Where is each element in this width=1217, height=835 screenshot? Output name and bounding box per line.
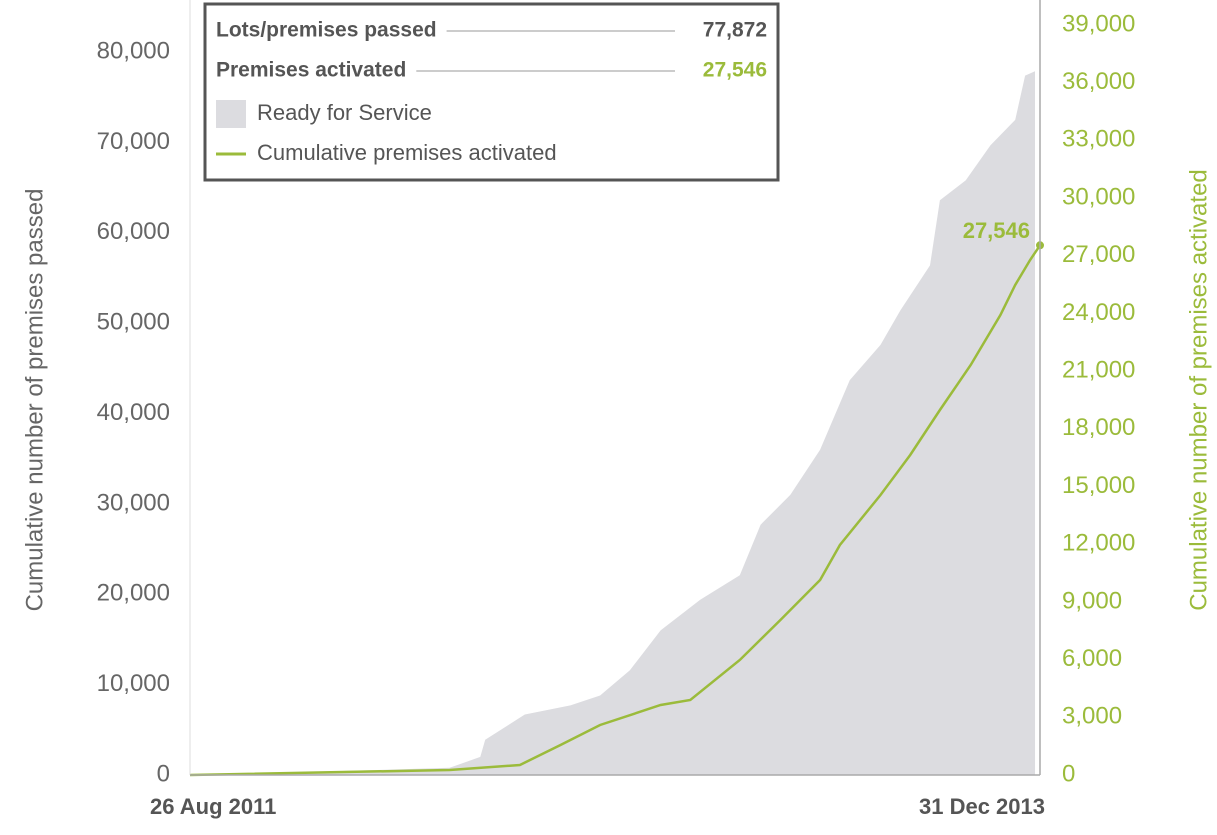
y2-tick-label: 6,000 [1062, 645, 1122, 672]
y2-tick-label: 30,000 [1062, 183, 1135, 210]
legend-label: Cumulative premises activated [257, 140, 557, 165]
x-tick-label: 26 Aug 2011 [150, 794, 276, 819]
y-tick-label: 0 [157, 760, 170, 787]
legend-swatch [216, 100, 246, 128]
x-tick-label: 31 Dec 2013 [919, 794, 1045, 819]
y-tick-label: 40,000 [97, 399, 170, 426]
y2-tick-label: 9,000 [1062, 587, 1122, 614]
y2-tick-label: 12,000 [1062, 530, 1135, 557]
line [189, 244, 1042, 777]
legend-box [203, 2, 780, 182]
legend-summary-label: Lots/premises passed [216, 19, 437, 42]
y-axis-title: Cumulative number of premises passed [21, 189, 48, 612]
legend-summary-value: 77,872 [703, 19, 767, 42]
area [190, 71, 1036, 776]
y2-tick-label: 24,000 [1062, 299, 1135, 326]
y2-tick-label: 0 [1062, 760, 1075, 787]
y2-tick-label: 33,000 [1062, 126, 1135, 153]
y2-tick-label: 27,000 [1062, 241, 1135, 268]
legend: Lots/premises passed 77,872 Premises activ… [203, 2, 780, 182]
y2-tick-label: 15,000 [1062, 472, 1135, 499]
y2-axis-title: Cumulative number of premises activated [1185, 169, 1212, 611]
y-tick-label: 20,000 [97, 580, 170, 607]
y2-tick-label: 3,000 [1062, 703, 1122, 730]
y2-tick-label: 21,000 [1062, 356, 1135, 383]
y-tick-label: 50,000 [97, 309, 170, 336]
y2-tick-label: 18,000 [1062, 414, 1135, 441]
legend-label: Ready for Service [257, 100, 432, 125]
legend-summary-label: Premises activated [216, 59, 406, 82]
y-tick-label: 30,000 [97, 489, 170, 516]
y-tick-label: 60,000 [97, 218, 170, 245]
y-tick-label: 10,000 [97, 670, 170, 697]
y2-tick-label: 36,000 [1062, 68, 1135, 95]
y-tick-label: 80,000 [97, 37, 170, 64]
data-label: 27,546 [963, 218, 1030, 243]
y-tick-label: 70,000 [97, 128, 170, 155]
y2-tick-label: 39,000 [1062, 10, 1135, 37]
legend-summary-value: 27,546 [703, 59, 767, 82]
